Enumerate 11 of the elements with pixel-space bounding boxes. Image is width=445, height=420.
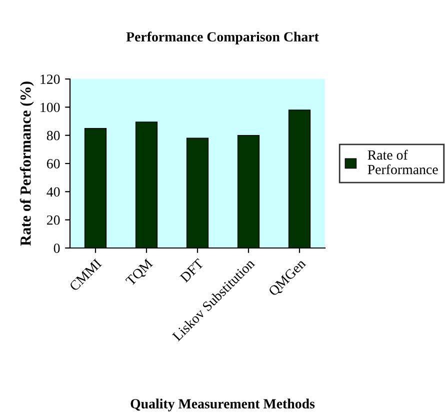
y-tick-label: 120 <box>40 74 60 84</box>
y-tick-label: 60 <box>46 159 60 168</box>
legend-label: Rate of Performance <box>368 150 438 174</box>
x-axis-title: Quality Measurement Methods <box>130 398 315 412</box>
y-tick-label: 80 <box>46 130 60 140</box>
y-axis-title: Rate of Performance (%) <box>20 82 34 246</box>
y-tick-label: 100 <box>40 102 60 112</box>
chart-title: Performance Comparison Chart <box>126 32 319 44</box>
y-tick-label: 20 <box>47 215 60 225</box>
y-tick-label: 0 <box>54 244 60 253</box>
y-tick-label: 40 <box>46 187 60 197</box>
